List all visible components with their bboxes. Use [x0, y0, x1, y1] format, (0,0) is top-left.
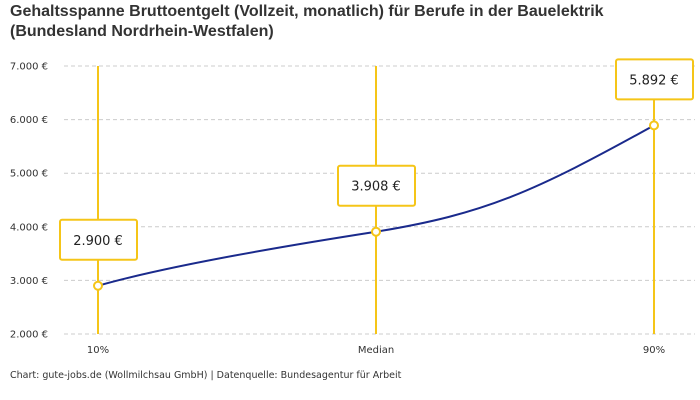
y-tick-label: 6.000 €: [10, 115, 48, 126]
data-label-box: [615, 58, 694, 101]
y-tick-label: 5.000 €: [10, 169, 48, 180]
y-tick-label: 2.000 €: [10, 330, 48, 341]
chart-footer: Chart: gute-jobs.de (Wollmilchsau GmbH) …: [10, 370, 402, 381]
data-label: 5.892 €: [629, 73, 679, 88]
y-tick-label: 7.000 €: [10, 62, 48, 73]
data-label: 3.908 €: [351, 180, 401, 195]
data-point: [93, 280, 103, 291]
x-tick-label: Median: [358, 345, 394, 356]
chart-title: Gehaltsspanne Bruttoentgelt (Vollzeit, m…: [10, 3, 604, 40]
x-tick-label: 90%: [643, 345, 665, 356]
y-tick-label: 3.000 €: [10, 276, 48, 287]
data-label: 2.900 €: [73, 234, 123, 249]
data-label-box: [59, 218, 138, 261]
data-point: [371, 226, 381, 237]
x-tick-label: 10%: [87, 345, 109, 356]
y-tick-label: 4.000 €: [10, 222, 48, 233]
data-point: [649, 120, 659, 131]
data-label-box: [337, 164, 416, 207]
